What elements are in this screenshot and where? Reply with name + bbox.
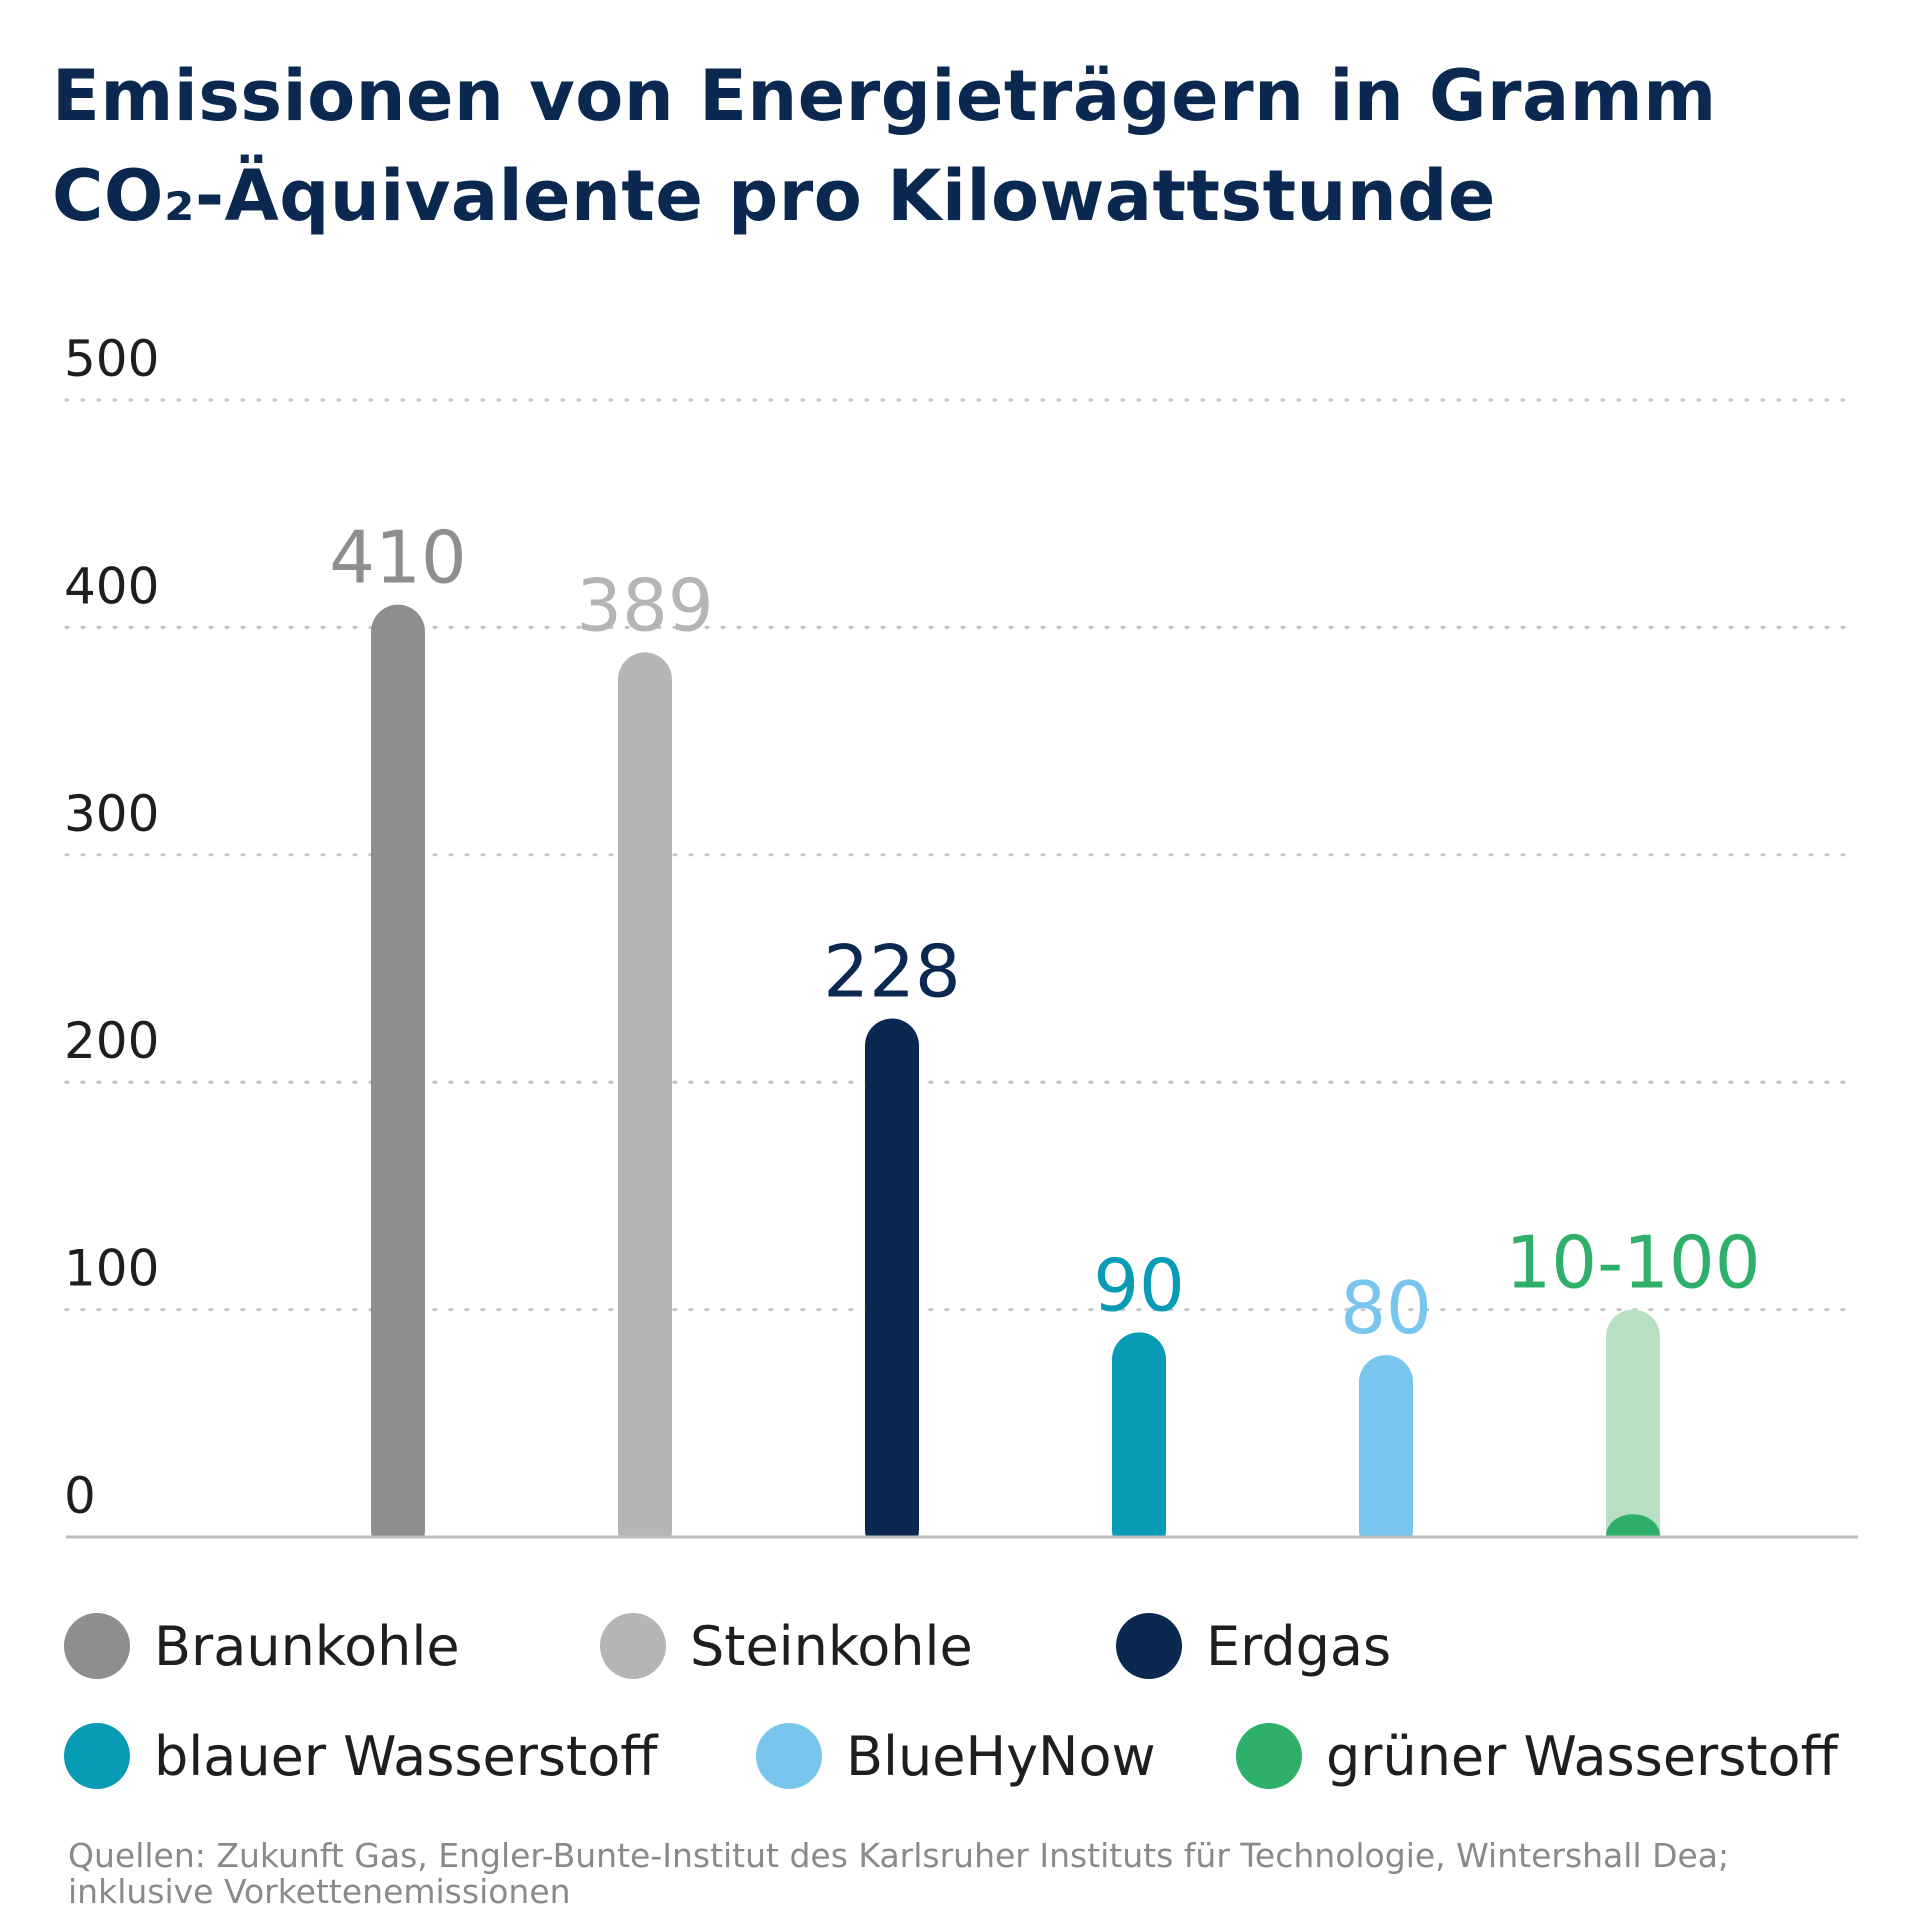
source-line-2: inklusive Vorkettenemissionen (68, 1872, 571, 1911)
legend-item-erdgas: Erdgas (1116, 1606, 1391, 1686)
data-label-blauer-wasserstoff: 90 (1093, 1243, 1185, 1327)
chart-title: Emissionen von Energieträgern in Gramm C… (52, 46, 1872, 246)
bar-chart: 0 100 200 300 400 500 410 389 228 90 80 10-100 (0, 330, 1920, 1590)
legend-swatch-erdgas (1116, 1613, 1182, 1679)
legend-item-braunkohle: Braunkohle (64, 1606, 460, 1686)
legend-label-grüner-wasserstoff: grüner Wasserstoff (1326, 1724, 1838, 1788)
legend-item-blauer-wasserstoff: blauer Wasserstoff (64, 1716, 657, 1796)
bar-bluehynow (1359, 1355, 1413, 1557)
bar-braunkohle (371, 604, 425, 1557)
data-label-grüner-wasserstoff: 10-100 (1505, 1221, 1760, 1305)
legend-label-braunkohle: Braunkohle (154, 1614, 460, 1678)
bar-range-grüner-wasserstoff (1606, 1309, 1660, 1557)
y-tick-label-0: 0 (64, 1467, 96, 1525)
grid-lines (64, 398, 1860, 1312)
y-tick-label-300: 300 (64, 785, 159, 843)
legend-swatch-grüner-wasserstoff (1236, 1723, 1302, 1789)
y-tick-label-400: 400 (64, 557, 159, 615)
legend-label-erdgas: Erdgas (1206, 1614, 1392, 1678)
data-label-braunkohle: 410 (329, 516, 466, 600)
y-tick-label-500: 500 (64, 330, 159, 388)
legend-swatch-steinkohle (600, 1613, 666, 1679)
legend-swatch-blauer-wasserstoff (64, 1723, 130, 1789)
data-labels: 410 389 228 90 80 10-100 (329, 516, 1760, 1350)
legend-label-bluehynow: BlueHyNow (846, 1724, 1156, 1788)
bar-erdgas (865, 1018, 919, 1557)
data-label-steinkohle: 389 (576, 563, 713, 647)
legend-swatch-braunkohle (64, 1613, 130, 1679)
bars (371, 604, 1660, 1557)
legend-swatch-bluehynow (756, 1723, 822, 1789)
bar-blauer-wasserstoff (1112, 1332, 1166, 1557)
legend-label-steinkohle: Steinkohle (690, 1614, 973, 1678)
y-axis-tick-labels: 0 100 200 300 400 500 (64, 330, 159, 1525)
bar-steinkohle (618, 652, 672, 1557)
legend-item-bluehynow: BlueHyNow (756, 1716, 1156, 1796)
legend-item-grüner-wasserstoff: grüner Wasserstoff (1236, 1716, 1838, 1796)
chart-title-line-1: Emissionen von Energieträgern in Gramm (52, 55, 1717, 137)
data-label-bluehynow: 80 (1340, 1266, 1432, 1350)
baseline-mask (0, 1538, 1920, 1590)
y-tick-label-200: 200 (64, 1012, 159, 1070)
data-label-erdgas: 228 (823, 930, 960, 1014)
y-tick-label-100: 100 (64, 1240, 159, 1298)
chart-title-line-2: CO₂-Äquivalente pro Kilowattstunde (52, 155, 1496, 237)
legend-item-steinkohle: Steinkohle (600, 1606, 973, 1686)
legend-label-blauer-wasserstoff: blauer Wasserstoff (154, 1724, 658, 1788)
source-note: Quellen: Zukunft Gas, Engler-Bunte-Insti… (68, 1838, 1898, 1910)
source-line-1: Quellen: Zukunft Gas, Engler-Bunte-Insti… (68, 1836, 1730, 1875)
